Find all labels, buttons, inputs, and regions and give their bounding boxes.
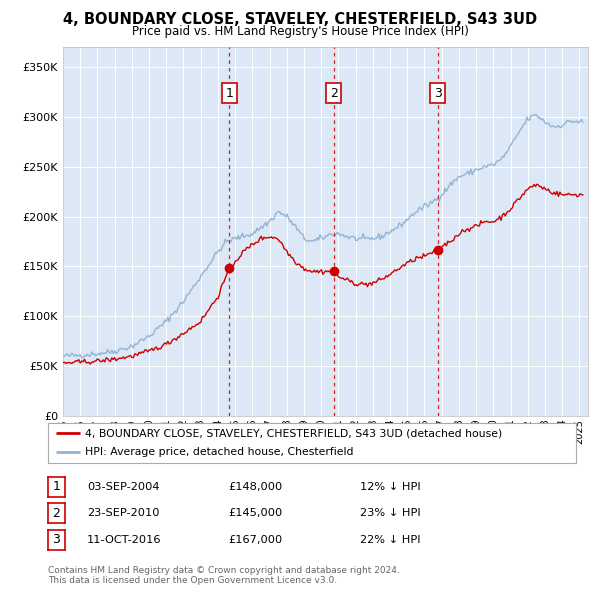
Text: £167,000: £167,000 [228, 535, 282, 545]
Text: 23% ↓ HPI: 23% ↓ HPI [360, 509, 421, 518]
Text: 3: 3 [434, 87, 442, 100]
Text: 4, BOUNDARY CLOSE, STAVELEY, CHESTERFIELD, S43 3UD: 4, BOUNDARY CLOSE, STAVELEY, CHESTERFIEL… [63, 12, 537, 27]
Text: 03-SEP-2004: 03-SEP-2004 [87, 482, 160, 491]
Text: 2: 2 [52, 507, 61, 520]
Text: Contains HM Land Registry data © Crown copyright and database right 2024.: Contains HM Land Registry data © Crown c… [48, 566, 400, 575]
Text: This data is licensed under the Open Government Licence v3.0.: This data is licensed under the Open Gov… [48, 576, 337, 585]
Text: £148,000: £148,000 [228, 482, 282, 491]
Text: 1: 1 [52, 480, 61, 493]
Text: £145,000: £145,000 [228, 509, 282, 518]
Text: 1: 1 [226, 87, 233, 100]
Text: HPI: Average price, detached house, Chesterfield: HPI: Average price, detached house, Ches… [85, 447, 353, 457]
Text: 3: 3 [52, 533, 61, 546]
Text: 11-OCT-2016: 11-OCT-2016 [87, 535, 161, 545]
Text: Price paid vs. HM Land Registry's House Price Index (HPI): Price paid vs. HM Land Registry's House … [131, 25, 469, 38]
Text: 22% ↓ HPI: 22% ↓ HPI [360, 535, 421, 545]
Text: 23-SEP-2010: 23-SEP-2010 [87, 509, 160, 518]
Text: 2: 2 [329, 87, 338, 100]
Text: 12% ↓ HPI: 12% ↓ HPI [360, 482, 421, 491]
Text: 4, BOUNDARY CLOSE, STAVELEY, CHESTERFIELD, S43 3UD (detached house): 4, BOUNDARY CLOSE, STAVELEY, CHESTERFIEL… [85, 428, 502, 438]
